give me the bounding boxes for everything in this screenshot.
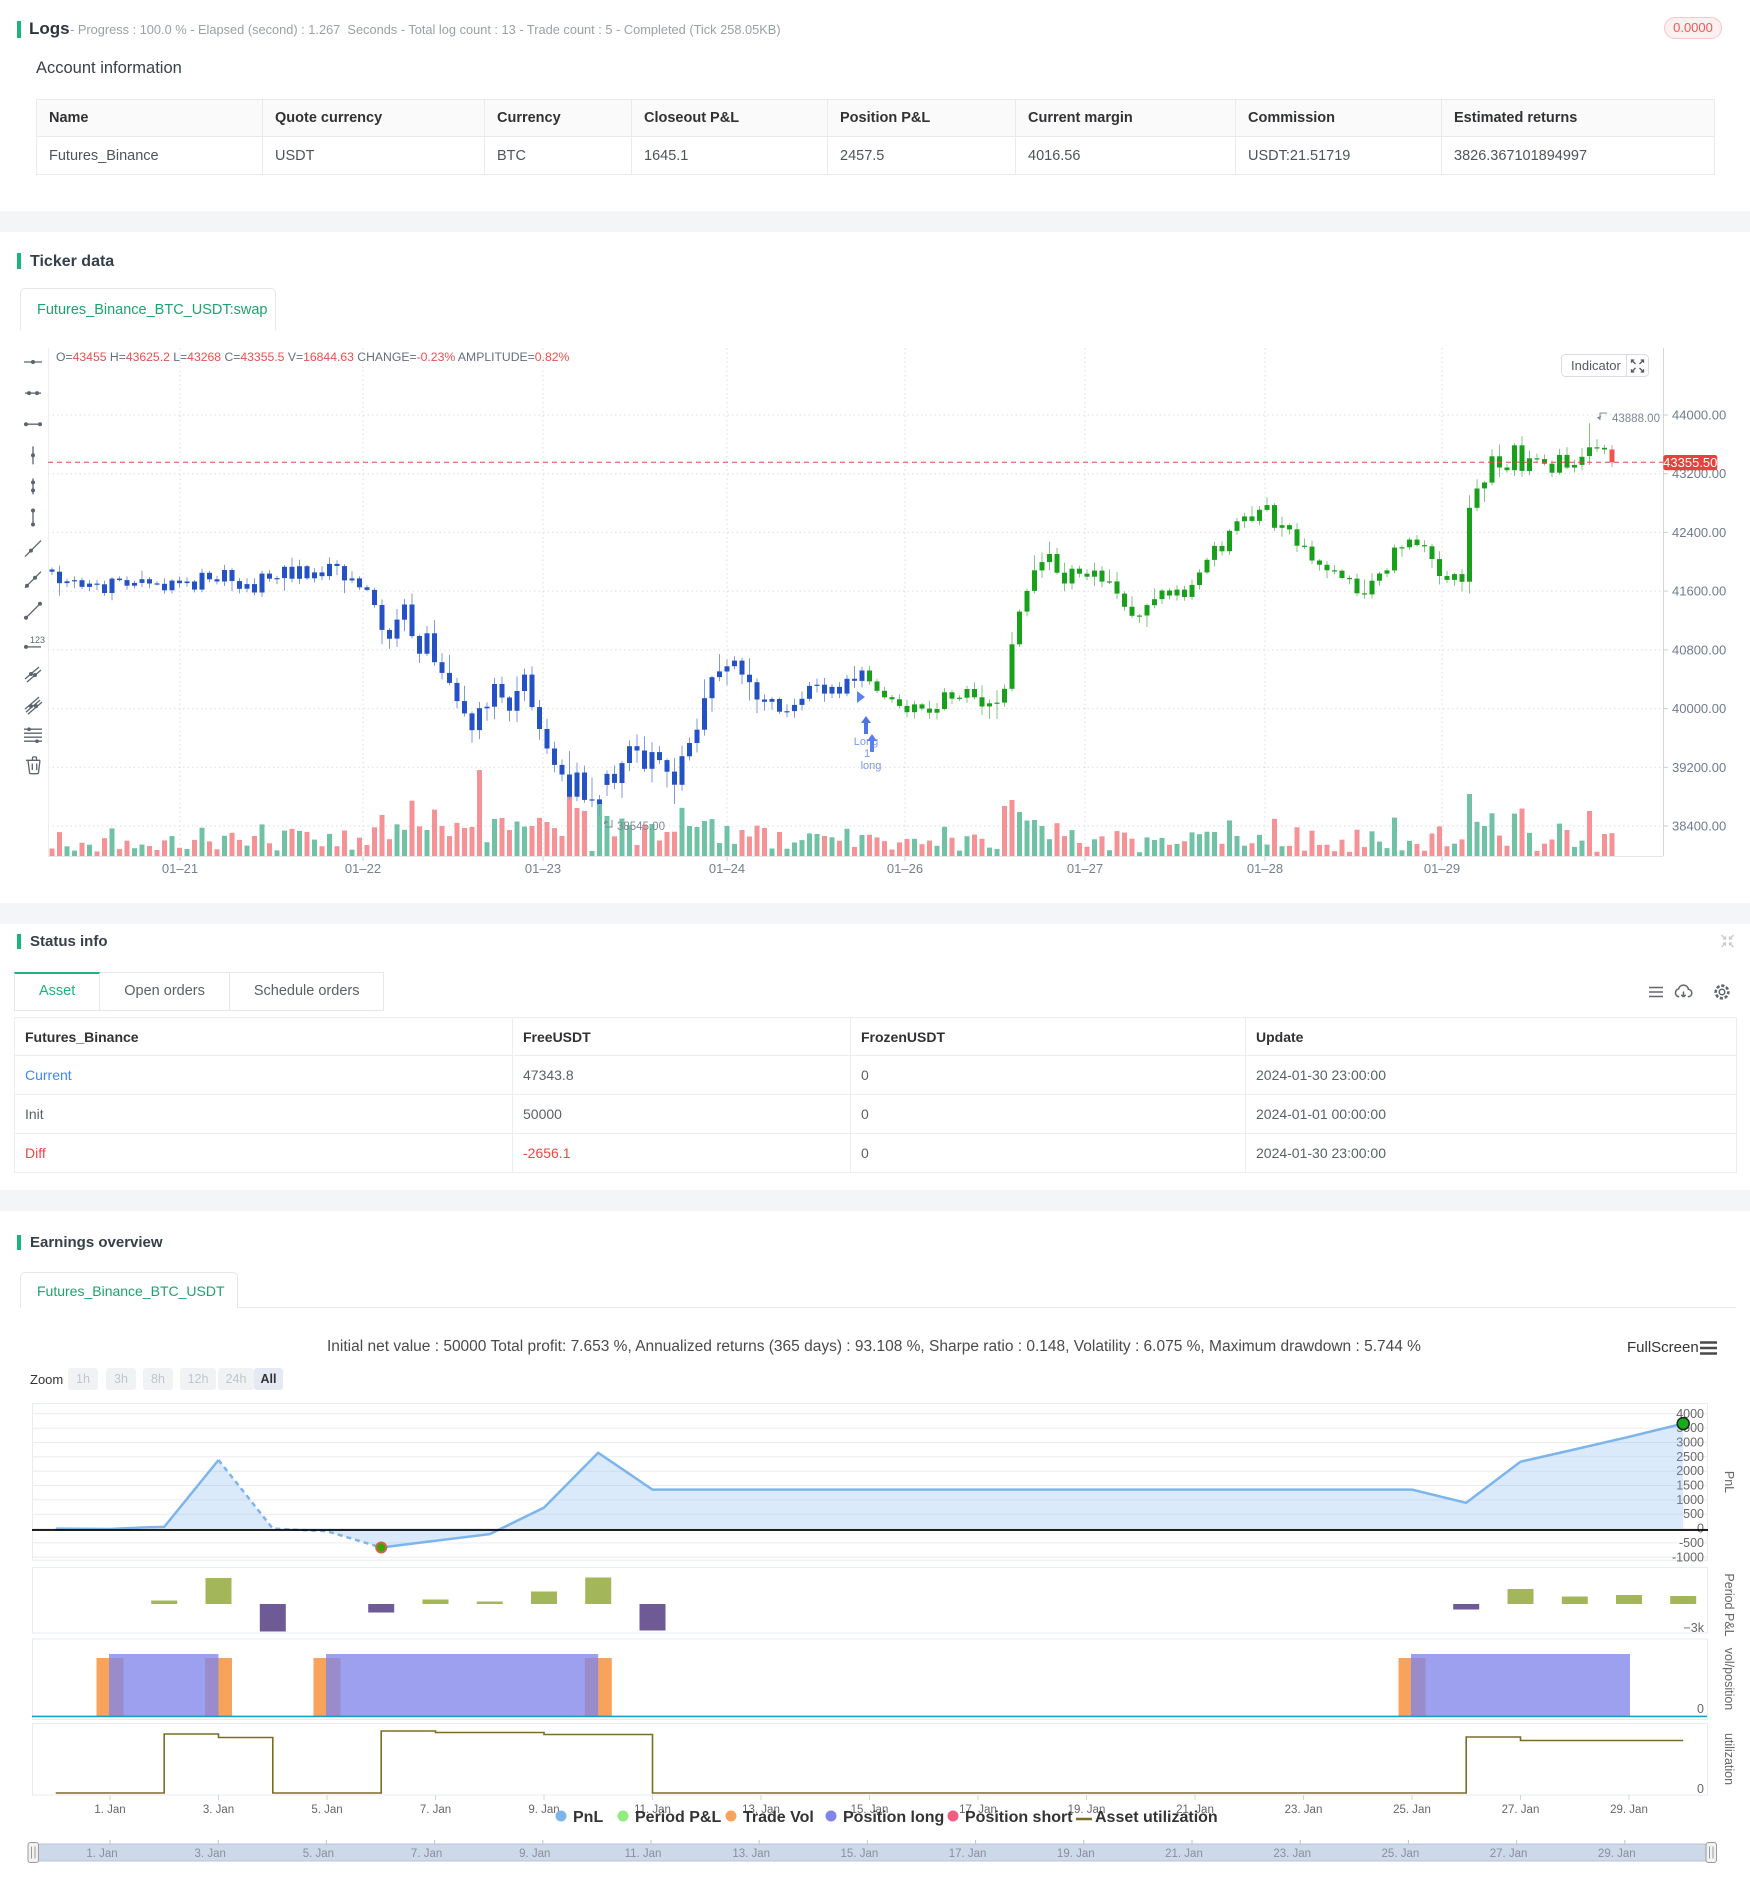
svg-text:PnL: PnL xyxy=(1722,1471,1736,1493)
svg-text:vol/position: vol/position xyxy=(1722,1648,1736,1711)
svg-text:11. Jan: 11. Jan xyxy=(625,1848,662,1860)
svg-text:01–22: 01–22 xyxy=(345,861,381,876)
svg-text:23. Jan: 23. Jan xyxy=(1285,1804,1323,1816)
svg-text:long: long xyxy=(861,760,882,772)
svg-text:Trade Vol: Trade Vol xyxy=(743,1809,814,1826)
svg-text:19. Jan: 19. Jan xyxy=(1068,1804,1106,1816)
svg-text:01–26: 01–26 xyxy=(887,861,923,876)
svg-text:5. Jan: 5. Jan xyxy=(303,1848,334,1860)
svg-text:2000: 2000 xyxy=(1676,1464,1704,1478)
svg-text:01–28: 01–28 xyxy=(1247,861,1283,876)
svg-text:01–21: 01–21 xyxy=(162,861,198,876)
svg-text:41600.00: 41600.00 xyxy=(1672,584,1726,599)
svg-text:43355.50: 43355.50 xyxy=(1663,455,1717,470)
svg-text:23. Jan: 23. Jan xyxy=(1273,1848,1311,1860)
svg-text:3000: 3000 xyxy=(1676,1436,1704,1450)
svg-text:O=43455 H=43625.2 L=43268 C=43: O=43455 H=43625.2 L=43268 C=43355.5 V=16… xyxy=(56,350,570,364)
svg-text:29. Jan: 29. Jan xyxy=(1610,1804,1648,1816)
svg-text:19. Jan: 19. Jan xyxy=(1057,1848,1095,1860)
svg-text:1. Jan: 1. Jan xyxy=(86,1848,117,1860)
svg-text:27. Jan: 27. Jan xyxy=(1502,1804,1540,1816)
svg-text:1000: 1000 xyxy=(1676,1493,1704,1507)
svg-text:123: 123 xyxy=(30,635,45,645)
svg-text:1: 1 xyxy=(864,748,870,760)
svg-text:01–23: 01–23 xyxy=(525,861,561,876)
svg-text:13. Jan: 13. Jan xyxy=(732,1848,770,1860)
svg-text:01–24: 01–24 xyxy=(709,861,745,876)
svg-text:25. Jan: 25. Jan xyxy=(1382,1848,1420,1860)
svg-text:utilization: utilization xyxy=(1722,1733,1736,1785)
svg-text:7. Jan: 7. Jan xyxy=(420,1804,451,1816)
svg-text:42400.00: 42400.00 xyxy=(1672,525,1726,540)
svg-text:0: 0 xyxy=(1697,1702,1704,1716)
svg-text:27. Jan: 27. Jan xyxy=(1490,1848,1528,1860)
svg-text:25. Jan: 25. Jan xyxy=(1393,1804,1431,1816)
svg-text:13. Jan: 13. Jan xyxy=(742,1804,780,1816)
svg-text:5. Jan: 5. Jan xyxy=(311,1804,342,1816)
svg-text:Indicator: Indicator xyxy=(1571,358,1622,373)
svg-text:500: 500 xyxy=(1683,1507,1704,1521)
svg-text:PnL: PnL xyxy=(573,1809,603,1826)
svg-text:0: 0 xyxy=(1697,1782,1704,1796)
svg-text:38545.00: 38545.00 xyxy=(617,821,665,833)
svg-text:Position long: Position long xyxy=(843,1809,944,1826)
svg-text:44000.00: 44000.00 xyxy=(1672,408,1726,423)
svg-text:Period P&L: Period P&L xyxy=(1722,1573,1736,1636)
svg-text:17. Jan: 17. Jan xyxy=(959,1804,997,1816)
svg-text:29. Jan: 29. Jan xyxy=(1598,1848,1636,1860)
svg-text:1500: 1500 xyxy=(1676,1479,1704,1493)
svg-text:-500: -500 xyxy=(1679,1536,1704,1550)
svg-text:Position short: Position short xyxy=(965,1809,1073,1826)
svg-text:9. Jan: 9. Jan xyxy=(528,1804,559,1816)
svg-text:Asset utilization: Asset utilization xyxy=(1095,1809,1218,1826)
svg-text:9. Jan: 9. Jan xyxy=(519,1848,550,1860)
svg-text:40000.00: 40000.00 xyxy=(1672,701,1726,716)
svg-text:3. Jan: 3. Jan xyxy=(195,1848,226,1860)
svg-text:3. Jan: 3. Jan xyxy=(203,1804,234,1816)
svg-text:38400.00: 38400.00 xyxy=(1672,819,1726,834)
svg-text:15. Jan: 15. Jan xyxy=(851,1804,889,1816)
svg-text:15. Jan: 15. Jan xyxy=(841,1848,879,1860)
svg-text:39200.00: 39200.00 xyxy=(1672,760,1726,775)
svg-text:Period P&L: Period P&L xyxy=(635,1809,721,1826)
svg-text:-1000: -1000 xyxy=(1672,1550,1704,1564)
svg-text:01–29: 01–29 xyxy=(1424,861,1460,876)
svg-text:01–27: 01–27 xyxy=(1067,861,1103,876)
svg-text:7. Jan: 7. Jan xyxy=(411,1848,442,1860)
svg-text:2500: 2500 xyxy=(1676,1450,1704,1464)
svg-text:17. Jan: 17. Jan xyxy=(949,1848,987,1860)
svg-text:21. Jan: 21. Jan xyxy=(1165,1848,1203,1860)
svg-text:43888.00: 43888.00 xyxy=(1612,413,1660,425)
svg-text:40800.00: 40800.00 xyxy=(1672,642,1726,657)
svg-text:0: 0 xyxy=(1697,1522,1704,1536)
svg-text:1. Jan: 1. Jan xyxy=(94,1804,125,1816)
svg-text:11. Jan: 11. Jan xyxy=(634,1804,671,1816)
svg-text:−3k: −3k xyxy=(1683,1621,1704,1635)
svg-text:21. Jan: 21. Jan xyxy=(1176,1804,1214,1816)
